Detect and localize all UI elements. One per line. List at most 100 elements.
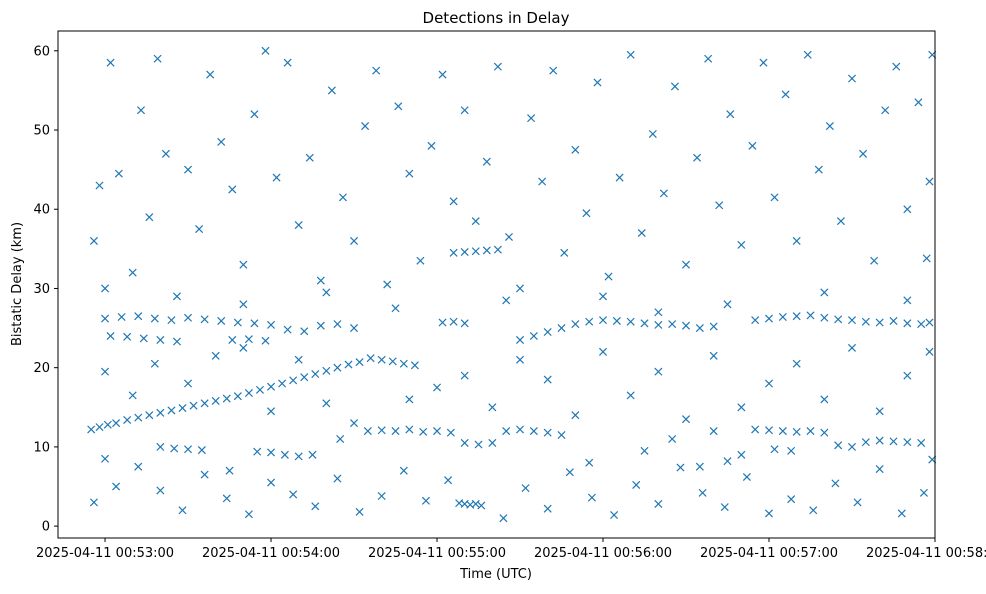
data-point <box>189 401 198 410</box>
data-point <box>206 70 215 79</box>
data-point <box>355 358 364 367</box>
data-point <box>515 335 525 344</box>
data-point <box>737 403 746 412</box>
data-point <box>903 319 912 328</box>
data-point <box>283 325 292 334</box>
x-tick-label: 2025-04-11 00:55:00 <box>368 546 506 561</box>
data-point <box>267 382 276 391</box>
data-point <box>820 428 829 437</box>
data-point <box>250 319 259 328</box>
data-point <box>283 58 292 67</box>
data-point <box>145 213 154 222</box>
data-point <box>723 457 732 466</box>
data-point <box>449 248 458 257</box>
x-tick-label: 2025-04-11 00:58:00 <box>866 546 986 561</box>
data-point <box>861 317 870 326</box>
data-point <box>244 335 253 344</box>
data-point <box>543 504 552 513</box>
x-tick-label: 2025-04-11 00:54:00 <box>202 546 340 561</box>
data-point <box>612 316 621 325</box>
data-point <box>764 426 774 435</box>
data-point <box>585 317 594 326</box>
y-tick-label: 10 <box>33 440 50 455</box>
data-point <box>211 396 220 405</box>
data-point <box>222 394 231 403</box>
data-point <box>488 438 497 447</box>
data-point <box>709 427 718 436</box>
data-point <box>156 408 165 417</box>
data-point <box>820 395 829 404</box>
data-point <box>361 122 370 131</box>
data-point <box>128 268 137 277</box>
data-point <box>322 288 331 297</box>
data-point <box>488 403 497 412</box>
y-tick-label: 40 <box>33 203 50 218</box>
data-point <box>593 78 602 87</box>
data-point <box>460 319 469 328</box>
data-point <box>676 463 685 472</box>
data-point <box>355 507 364 516</box>
data-point <box>820 288 829 297</box>
data-point <box>239 343 248 352</box>
data-point <box>917 438 926 447</box>
data-point <box>405 425 414 434</box>
data-point <box>139 334 148 343</box>
data-point <box>89 498 98 507</box>
data-point <box>156 442 165 451</box>
data-point <box>521 484 530 493</box>
data-point <box>333 363 342 372</box>
data-point <box>493 62 502 71</box>
data-point <box>300 327 309 336</box>
data-point <box>449 317 458 326</box>
x-tick-label: 2025-04-11 00:53:00 <box>36 546 174 561</box>
data-point <box>847 74 857 83</box>
data-point <box>267 320 276 329</box>
data-point <box>925 318 934 327</box>
data-point <box>112 419 121 428</box>
data-point <box>748 141 757 150</box>
data-point <box>261 336 270 345</box>
data-point <box>781 90 790 99</box>
data-point <box>261 46 270 55</box>
data-point <box>875 407 884 416</box>
data-point <box>136 106 146 115</box>
data-point <box>637 228 646 238</box>
data-point <box>482 157 491 166</box>
data-point <box>449 197 458 206</box>
data-point <box>184 445 193 454</box>
data-point <box>305 153 314 162</box>
data-point <box>123 415 132 424</box>
x-tick-label: 2025-04-11 00:57:00 <box>700 546 838 561</box>
data-point <box>726 110 735 119</box>
data-point <box>150 314 159 323</box>
data-point <box>95 181 104 190</box>
data-point <box>427 141 436 150</box>
data-point <box>693 153 702 162</box>
data-point <box>615 173 624 182</box>
data-point <box>903 205 912 214</box>
data-point <box>654 308 663 317</box>
data-point <box>200 315 209 324</box>
data-point <box>316 321 325 330</box>
data-point <box>184 379 193 388</box>
data-point <box>134 413 143 422</box>
data-point <box>681 415 691 424</box>
data-point <box>482 246 491 255</box>
data-point <box>582 209 591 218</box>
data-point <box>847 316 857 325</box>
x-tick-label: 2025-04-11 00:56:00 <box>534 546 672 561</box>
data-point <box>366 354 375 363</box>
data-point <box>892 62 901 71</box>
data-point <box>289 490 298 499</box>
data-points <box>87 46 937 523</box>
data-point <box>114 169 123 178</box>
data-point <box>889 437 898 446</box>
data-point <box>778 312 787 322</box>
data-point <box>316 276 325 285</box>
data-point <box>529 331 538 341</box>
data-point <box>178 506 187 515</box>
data-point <box>659 189 668 198</box>
data-point <box>222 494 231 503</box>
data-point <box>502 296 511 305</box>
data-point <box>106 58 115 67</box>
